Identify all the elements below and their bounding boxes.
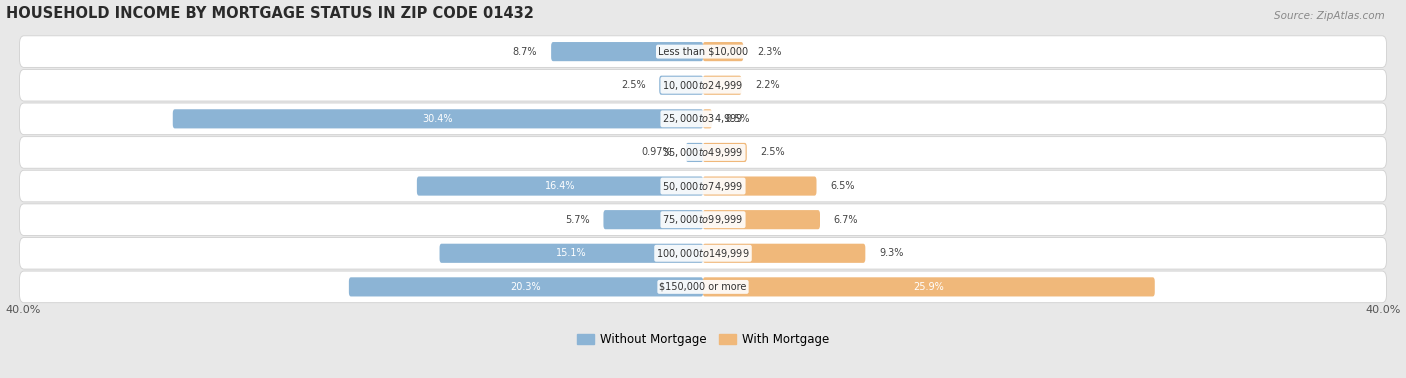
FancyBboxPatch shape <box>20 36 1386 67</box>
FancyBboxPatch shape <box>703 210 820 229</box>
Text: Less than $10,000: Less than $10,000 <box>658 46 748 57</box>
FancyBboxPatch shape <box>20 271 1386 303</box>
Text: $150,000 or more: $150,000 or more <box>659 282 747 292</box>
FancyBboxPatch shape <box>659 76 703 95</box>
Text: Source: ZipAtlas.com: Source: ZipAtlas.com <box>1274 11 1385 21</box>
Text: 9.3%: 9.3% <box>879 248 904 258</box>
Legend: Without Mortgage, With Mortgage: Without Mortgage, With Mortgage <box>572 328 834 351</box>
Text: $50,000 to $74,999: $50,000 to $74,999 <box>662 180 744 192</box>
FancyBboxPatch shape <box>703 42 744 61</box>
Text: $10,000 to $24,999: $10,000 to $24,999 <box>662 79 744 92</box>
FancyBboxPatch shape <box>703 244 865 263</box>
Text: 8.7%: 8.7% <box>513 46 537 57</box>
FancyBboxPatch shape <box>349 277 703 296</box>
FancyBboxPatch shape <box>551 42 703 61</box>
FancyBboxPatch shape <box>440 244 703 263</box>
Text: $100,000 to $149,999: $100,000 to $149,999 <box>657 247 749 260</box>
FancyBboxPatch shape <box>703 109 711 129</box>
Text: 2.2%: 2.2% <box>755 80 780 90</box>
FancyBboxPatch shape <box>173 109 703 129</box>
Text: 40.0%: 40.0% <box>1365 305 1400 315</box>
Text: 6.5%: 6.5% <box>831 181 855 191</box>
Text: 15.1%: 15.1% <box>555 248 586 258</box>
FancyBboxPatch shape <box>703 76 741 95</box>
Text: 2.5%: 2.5% <box>761 147 785 158</box>
FancyBboxPatch shape <box>20 170 1386 202</box>
Text: $25,000 to $34,999: $25,000 to $34,999 <box>662 112 744 125</box>
FancyBboxPatch shape <box>703 177 817 196</box>
Text: 25.9%: 25.9% <box>914 282 945 292</box>
Text: 20.3%: 20.3% <box>510 282 541 292</box>
Text: 40.0%: 40.0% <box>6 305 41 315</box>
Text: 6.7%: 6.7% <box>834 215 858 225</box>
Text: $35,000 to $49,999: $35,000 to $49,999 <box>662 146 744 159</box>
Text: 5.7%: 5.7% <box>565 215 589 225</box>
Text: 0.97%: 0.97% <box>641 147 672 158</box>
Text: 30.4%: 30.4% <box>423 114 453 124</box>
FancyBboxPatch shape <box>20 204 1386 235</box>
FancyBboxPatch shape <box>603 210 703 229</box>
FancyBboxPatch shape <box>416 177 703 196</box>
Text: $75,000 to $99,999: $75,000 to $99,999 <box>662 213 744 226</box>
FancyBboxPatch shape <box>703 277 1154 296</box>
FancyBboxPatch shape <box>20 103 1386 135</box>
FancyBboxPatch shape <box>20 70 1386 101</box>
FancyBboxPatch shape <box>686 143 703 162</box>
Text: HOUSEHOLD INCOME BY MORTGAGE STATUS IN ZIP CODE 01432: HOUSEHOLD INCOME BY MORTGAGE STATUS IN Z… <box>6 6 533 20</box>
Text: 2.5%: 2.5% <box>621 80 645 90</box>
Text: 2.3%: 2.3% <box>756 46 782 57</box>
FancyBboxPatch shape <box>20 237 1386 269</box>
Text: 0.5%: 0.5% <box>725 114 751 124</box>
FancyBboxPatch shape <box>703 143 747 162</box>
FancyBboxPatch shape <box>20 137 1386 168</box>
Text: 16.4%: 16.4% <box>544 181 575 191</box>
